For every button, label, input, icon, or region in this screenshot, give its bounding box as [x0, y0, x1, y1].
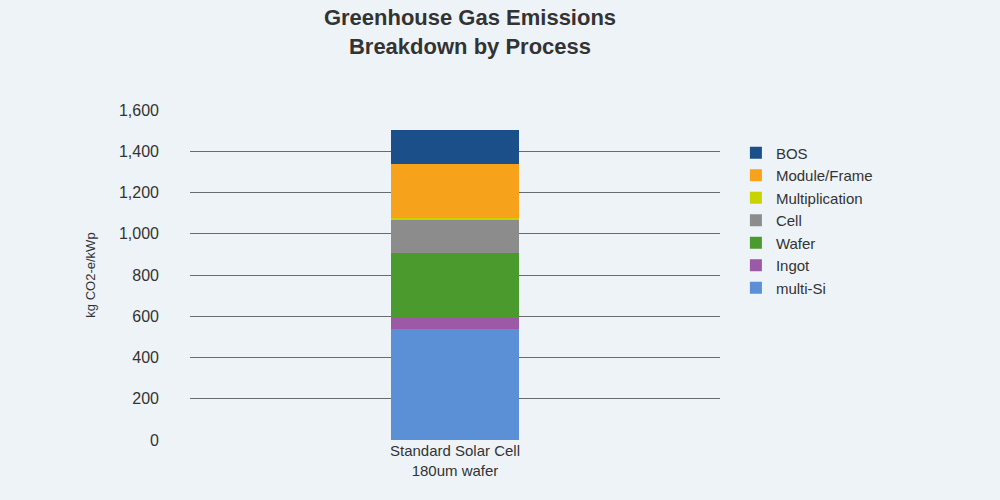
svg-text:1,200: 1,200: [119, 184, 159, 201]
svg-text:600: 600: [132, 308, 159, 325]
svg-text:800: 800: [132, 267, 159, 284]
svg-text:400: 400: [132, 349, 159, 366]
svg-text:kg CO2-e/kWp: kg CO2-e/kWp: [83, 232, 98, 317]
svg-text:Greenhouse Gas EmissionsBreakd: Greenhouse Gas EmissionsBreakdown by Pro…: [324, 5, 616, 59]
svg-text:Module/Frame: Module/Frame: [776, 167, 873, 184]
svg-text:Wafer: Wafer: [776, 235, 815, 252]
svg-text:BOS: BOS: [776, 145, 808, 162]
svg-text:1,000: 1,000: [119, 225, 159, 242]
svg-text:1,600: 1,600: [119, 102, 159, 119]
svg-text:Cell: Cell: [776, 212, 802, 229]
svg-text:multi-Si: multi-Si: [776, 280, 826, 297]
svg-text:Ingot: Ingot: [776, 257, 810, 274]
svg-text:Multiplication: Multiplication: [776, 190, 863, 207]
svg-text:Standard Solar Cell180um wafer: Standard Solar Cell180um wafer: [390, 442, 520, 479]
svg-text:200: 200: [132, 390, 159, 407]
svg-text:0: 0: [150, 432, 159, 449]
svg-text:1,400: 1,400: [119, 143, 159, 160]
